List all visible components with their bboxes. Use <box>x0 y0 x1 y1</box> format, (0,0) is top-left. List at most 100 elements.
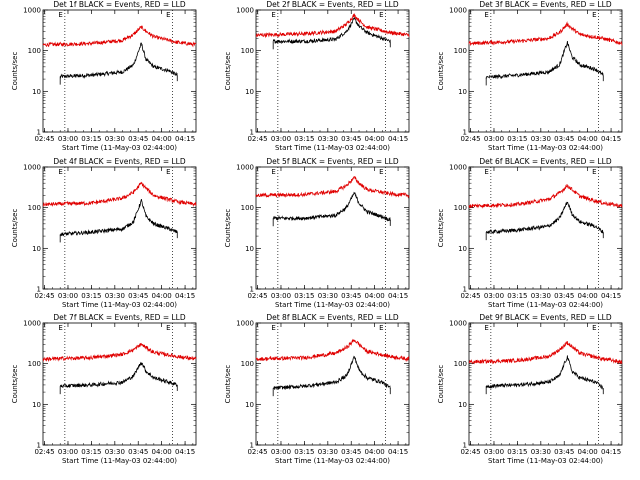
x-tick-label: 03:30 <box>531 135 551 143</box>
x-axis-label: Start Time (11-May-03 02:44:00) <box>62 457 177 465</box>
y-tick-label: 1000 <box>449 164 467 172</box>
y-tick-label: 1 <box>463 286 467 294</box>
y-tick-label: 1 <box>37 129 41 137</box>
x-tick-label: 04:15 <box>601 135 621 143</box>
marker-label: E <box>484 11 488 19</box>
x-tick-label: 03:45 <box>128 135 148 143</box>
x-axis-label: Start Time (11-May-03 02:44:00) <box>62 301 177 309</box>
events-series-line <box>272 355 391 391</box>
y-tick-label: 1 <box>250 286 254 294</box>
y-tick-label: 100 <box>241 204 254 212</box>
x-tick-label: 02:45 <box>34 135 54 143</box>
y-axis-label: Counts/sec <box>224 365 232 404</box>
x-tick-label: 04:00 <box>578 292 598 300</box>
y-tick-label: 1 <box>463 129 467 137</box>
plot-frame <box>255 322 410 446</box>
y-axis-label: Counts/sec <box>437 52 445 91</box>
x-axis-label: Start Time (11-May-03 02:44:00) <box>275 457 390 465</box>
y-tick-label: 10 <box>32 245 41 253</box>
events-series-line <box>485 355 604 390</box>
x-axis-label: Start Time (11-May-03 02:44:00) <box>488 301 603 309</box>
x-tick-label: 02:45 <box>460 448 480 456</box>
y-tick-label: 1000 <box>236 164 254 172</box>
x-tick-label: 03:00 <box>484 135 504 143</box>
x-tick-label: 03:00 <box>58 448 78 456</box>
marker-label: E <box>58 324 62 332</box>
panel-title: Det 6f BLACK = Events, RED = LLD <box>479 157 612 166</box>
x-tick-label: 03:15 <box>507 292 527 300</box>
y-tick-label: 1 <box>37 286 41 294</box>
x-tick-label: 02:45 <box>460 292 480 300</box>
y-tick-label: 10 <box>458 88 467 96</box>
y-axis-label: Counts/sec <box>224 209 232 248</box>
x-tick-label: 03:15 <box>507 448 527 456</box>
panel-title: Det 4f BLACK = Events, RED = LLD <box>53 157 186 166</box>
x-axis-label: Start Time (11-May-03 02:44:00) <box>275 144 390 152</box>
events-series-line <box>485 201 604 235</box>
panel-title: Det 7f BLACK = Events, RED = LLD <box>53 313 186 322</box>
detector-panel: Det 4f BLACK = Events, RED = LLD 1 10 100 10… <box>11 157 197 309</box>
y-axis-label: Counts/sec <box>224 52 232 91</box>
marker-label: E <box>379 11 383 19</box>
marker-label: E <box>592 168 596 176</box>
panel-title: Det 3f BLACK = Events, RED = LLD <box>479 0 612 9</box>
y-tick-label: 1000 <box>449 320 467 328</box>
marker-label: E <box>379 168 383 176</box>
x-tick-label: 03:15 <box>81 448 101 456</box>
x-tick-label: 02:45 <box>247 292 267 300</box>
panel-title: Det 9f BLACK = Events, RED = LLD <box>479 313 612 322</box>
marker-label: E <box>58 168 62 176</box>
y-tick-label: 100 <box>454 47 467 55</box>
x-tick-label: 03:15 <box>294 448 314 456</box>
x-tick-label: 03:00 <box>271 292 291 300</box>
x-tick-label: 03:15 <box>81 292 101 300</box>
x-tick-label: 02:45 <box>247 135 267 143</box>
x-tick-label: 03:00 <box>58 135 78 143</box>
marker-label: E <box>379 324 383 332</box>
x-tick-label: 04:15 <box>601 292 621 300</box>
y-tick-label: 1 <box>463 442 467 450</box>
marker-label: E <box>166 11 170 19</box>
x-axis-label: Start Time (11-May-03 02:44:00) <box>275 301 390 309</box>
detector-panel: Det 5f BLACK = Events, RED = LLD 1 10 100 10… <box>224 157 410 309</box>
marker-label: E <box>166 168 170 176</box>
y-tick-label: 1000 <box>236 7 254 15</box>
x-tick-label: 03:15 <box>294 135 314 143</box>
detector-panel: Det 7f BLACK = Events, RED = LLD 1 10 100 10… <box>11 313 197 465</box>
x-tick-label: 02:45 <box>34 292 54 300</box>
plot-frame <box>42 9 197 133</box>
y-tick-label: 10 <box>32 88 41 96</box>
y-tick-label: 100 <box>28 360 41 368</box>
plot-frame <box>468 166 623 290</box>
y-tick-label: 10 <box>245 245 254 253</box>
x-tick-label: 03:45 <box>554 448 574 456</box>
x-tick-label: 03:00 <box>271 448 291 456</box>
events-series-line <box>273 191 391 222</box>
plot-frame <box>255 166 410 290</box>
y-tick-label: 1000 <box>236 320 254 328</box>
lld-series-line <box>42 342 197 363</box>
x-tick-label: 03:45 <box>554 135 574 143</box>
marker-label: E <box>58 11 62 19</box>
lld-series-line <box>468 340 623 365</box>
events-series-line <box>59 361 178 389</box>
lld-series-line <box>42 181 197 208</box>
y-tick-label: 10 <box>458 401 467 409</box>
x-tick-label: 04:15 <box>388 135 408 143</box>
marker-label: E <box>271 324 275 332</box>
y-tick-label: 100 <box>241 47 254 55</box>
y-tick-label: 1 <box>250 442 254 450</box>
x-tick-label: 03:45 <box>341 292 361 300</box>
x-tick-label: 04:00 <box>152 135 172 143</box>
lld-series-line <box>468 184 623 209</box>
y-axis-label: Counts/sec <box>11 365 19 404</box>
detector-panel: Det 9f BLACK = Events, RED = LLD 1 10 100 10… <box>437 313 623 465</box>
lld-series-line <box>255 338 410 363</box>
y-tick-label: 100 <box>241 360 254 368</box>
x-tick-label: 04:00 <box>152 292 172 300</box>
x-tick-label: 03:15 <box>81 135 101 143</box>
lld-series-line <box>255 13 410 39</box>
x-tick-label: 03:30 <box>531 448 551 456</box>
x-tick-label: 04:15 <box>388 292 408 300</box>
